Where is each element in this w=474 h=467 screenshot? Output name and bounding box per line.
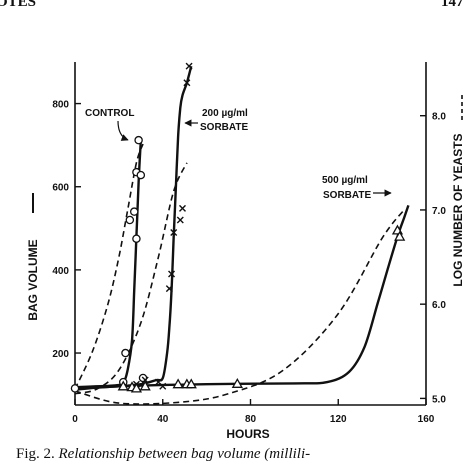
data-point-x: [170, 228, 178, 236]
yeast-curve-5: [74, 209, 405, 405]
annotation-200-sorbate: SORBATE: [200, 122, 248, 133]
data-point-circle: [134, 135, 143, 145]
data-point-triangle: [117, 380, 129, 391]
y-tick-label-left: 600: [52, 183, 69, 194]
annotation-500-sorbate: SORBATE: [323, 190, 371, 201]
data-point-x: [183, 79, 191, 87]
bag-volume-yeast-chart: 0 40 80 120 160 200 400 600 800 5.0 6.0 7.0 8.0 CONT…: [26, 62, 465, 440]
y-axis-title-right: LOG NUMBER OF YEASTS: [451, 133, 465, 286]
data-point-x: [185, 62, 193, 70]
y-tick-label-left: 200: [52, 349, 69, 360]
annotation-500-dose: 500 µg/ml: [322, 175, 368, 186]
data-point-triangle: [172, 378, 184, 389]
data-point-circle: [132, 234, 141, 243]
x-tick-label: 160: [418, 414, 435, 425]
y-tick-label-left: 800: [52, 100, 69, 111]
data-point-x: [176, 216, 184, 224]
data-point-triangle: [231, 377, 243, 388]
figure-caption-text: Relationship between bag volume (millili…: [58, 446, 311, 462]
data-point-triangle: [139, 380, 151, 391]
series-markers: [70, 62, 406, 393]
chart-annotations: CONTROL 200 µg/ml SORBATE 500 µg/ml SORB…: [26, 108, 465, 440]
yeast-curve-3: [74, 143, 144, 390]
annotation-control: CONTROL: [85, 108, 134, 119]
annotation-200-dose: 200 µg/ml: [202, 108, 248, 119]
y-tick-label-right: 5.0: [432, 394, 446, 405]
data-point-triangle: [394, 230, 406, 241]
volume-curve-2: [74, 205, 410, 391]
x-tick-label: 0: [72, 414, 78, 425]
x-tick-label: 40: [157, 414, 169, 425]
data-point-circle: [70, 384, 80, 393]
x-tick-label: 80: [245, 414, 257, 425]
y-tick-label-right: 6.0: [432, 300, 446, 311]
data-point-circle: [129, 207, 139, 216]
data-point-circle: [136, 170, 146, 180]
data-point-triangle: [130, 382, 143, 393]
data-point-circle: [125, 215, 135, 225]
figure-caption-label: Fig. 2.: [16, 446, 55, 462]
y-tick-label-left: 400: [52, 266, 69, 277]
volume-curve-0: [74, 140, 142, 389]
data-point-x: [178, 204, 186, 212]
data-point-x: [168, 270, 176, 278]
y-tick-label-right: 8.0: [432, 112, 446, 123]
data-point-triangle: [185, 378, 197, 389]
y-axis-title-left: BAG VOLUME: [26, 239, 40, 320]
x-axis-title: HOURS: [226, 427, 269, 440]
pointer-control: [117, 120, 129, 141]
data-point-x: [141, 376, 149, 384]
y-tick-label-right: 7.0: [432, 206, 446, 217]
x-tick-label: 120: [330, 414, 347, 425]
yeast-curve-4: [74, 162, 188, 395]
data-point-x: [165, 285, 173, 293]
figure-caption: Fig. 2. Relationship between bag volume …: [16, 446, 310, 463]
running-head: OTES: [0, 0, 37, 10]
data-point-circle: [121, 348, 130, 358]
axes: 0 40 80 120 160 200 400 600 800 5.0 6.0 7.0 8.0: [32, 62, 463, 425]
page-number: 147: [441, 0, 464, 10]
data-point-x: [159, 382, 167, 390]
